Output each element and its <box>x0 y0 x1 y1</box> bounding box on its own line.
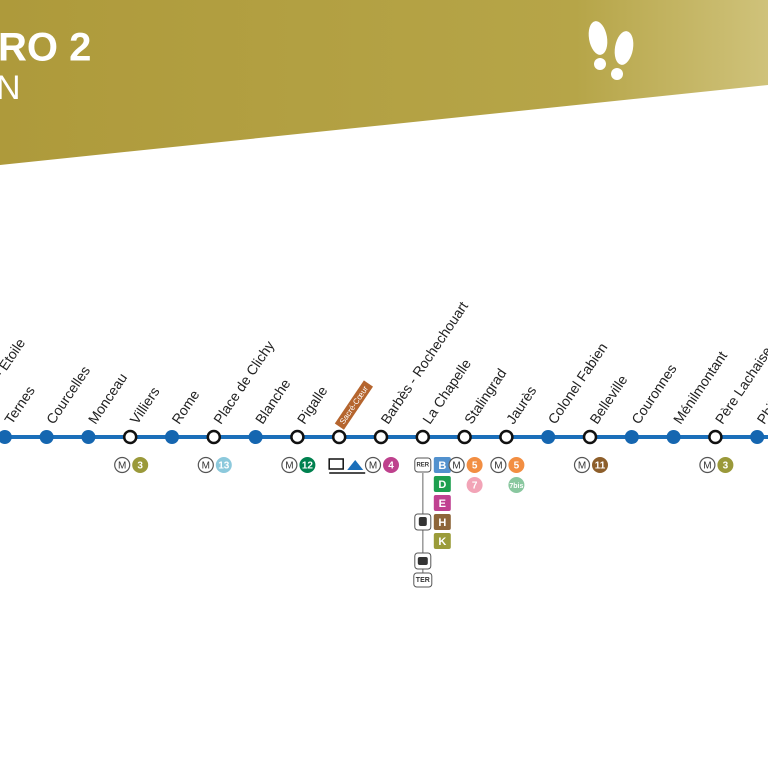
rer-line-badge <box>433 495 451 511</box>
metro-line-number: 13 <box>218 461 230 472</box>
badge-box <box>334 380 374 430</box>
station-name: Blanche <box>252 376 294 427</box>
ter-box <box>413 572 433 588</box>
metro-line-badge <box>466 477 483 493</box>
station-badge: Sacré-Cœur <box>334 380 374 430</box>
rer-line-badge <box>433 476 451 492</box>
station-name: Monceau <box>85 370 130 427</box>
metro-line-badge <box>592 457 608 473</box>
metro-symbol: M <box>494 461 502 472</box>
rer-line-letter: D <box>438 479 446 491</box>
metro-line-badge <box>299 457 316 473</box>
footprints-icon <box>588 21 634 80</box>
station-name: Belleville <box>586 372 630 427</box>
rer-line-letter: K <box>438 536 446 548</box>
cablecar-icon <box>347 460 364 470</box>
metro-line-badge <box>383 457 399 473</box>
metro-symbol: M <box>118 461 126 472</box>
metro-line-number: 3 <box>723 461 729 472</box>
metro-line-badge <box>717 457 734 473</box>
metro-symbol: M <box>285 461 293 472</box>
metro-line-badge <box>508 457 525 473</box>
metro-symbol-circle <box>699 456 716 474</box>
station-dot <box>666 430 681 444</box>
metro-line-number: 5 <box>472 461 478 472</box>
metro-line-badge <box>508 477 525 493</box>
station-name: Ternes <box>1 383 38 427</box>
station-name: Pigalle <box>294 383 331 427</box>
rer-line-letter: H <box>438 517 446 529</box>
rer-line-letter: B <box>438 460 446 472</box>
rer-symbol: RER <box>416 463 429 469</box>
funicular-icon <box>328 458 344 470</box>
station-name: Jaurès <box>503 383 540 427</box>
station-name: Rome <box>168 387 202 427</box>
metro-line-number: 11 <box>595 461 606 472</box>
metro-line-badge <box>132 457 149 473</box>
metro-symbol-circle <box>197 456 214 474</box>
station-hub <box>373 429 389 445</box>
metro-symbol-circle <box>114 456 131 474</box>
station-hub <box>122 429 138 445</box>
rer-line-badge <box>433 457 451 473</box>
station-hub <box>415 429 431 445</box>
metro-symbol-circle <box>448 456 465 474</box>
station-hub <box>331 429 347 445</box>
metro-symbol-circle <box>490 456 507 474</box>
station-hub <box>206 429 222 445</box>
metro-line-number: 4 <box>388 461 394 472</box>
metro-line-number: 7 <box>472 481 478 492</box>
station-hub <box>457 429 472 445</box>
metro-symbol: M <box>202 461 210 472</box>
metro-line-number: 3 <box>137 461 143 472</box>
station-name: Villiers <box>126 384 162 427</box>
rer-line-letter: E <box>439 498 446 510</box>
ter-symbol: TER <box>416 577 430 584</box>
station-hub <box>499 429 514 445</box>
station-dot <box>0 430 12 444</box>
station-hub <box>708 429 723 445</box>
station-dot <box>624 430 639 444</box>
metro-line-number: 12 <box>302 461 314 472</box>
metro-symbol-circle <box>281 456 298 474</box>
station-dot <box>81 430 96 444</box>
metro-symbol: M <box>578 461 586 472</box>
station-hub <box>582 429 598 445</box>
station-dot <box>39 430 54 444</box>
metro-symbol-circle <box>364 456 382 474</box>
train-glyph <box>418 517 427 526</box>
ter-glyph <box>417 557 428 565</box>
station-dot <box>750 430 765 444</box>
metro-symbol-circle <box>573 456 591 474</box>
rer-box <box>414 457 432 473</box>
metro-symbol: M <box>703 461 711 472</box>
header-subtitle: N <box>0 69 21 107</box>
rer-line-badge <box>433 533 451 549</box>
header-band <box>0 0 768 165</box>
metro-symbol: M <box>452 461 460 472</box>
metro-symbol: M <box>369 461 377 472</box>
rer-line-badge <box>433 514 451 530</box>
station-dot <box>248 430 263 444</box>
metro-line-badge <box>215 457 232 473</box>
station-dot <box>541 430 556 444</box>
header-title: RO 2 <box>0 26 91 70</box>
metro-line-badge <box>466 457 483 473</box>
station-name: Phili <box>753 396 768 427</box>
station-dot <box>165 430 179 444</box>
station-hub <box>290 429 305 445</box>
metro-line-number: 5 <box>514 461 520 472</box>
metro-line-number: 7bis <box>509 483 523 490</box>
